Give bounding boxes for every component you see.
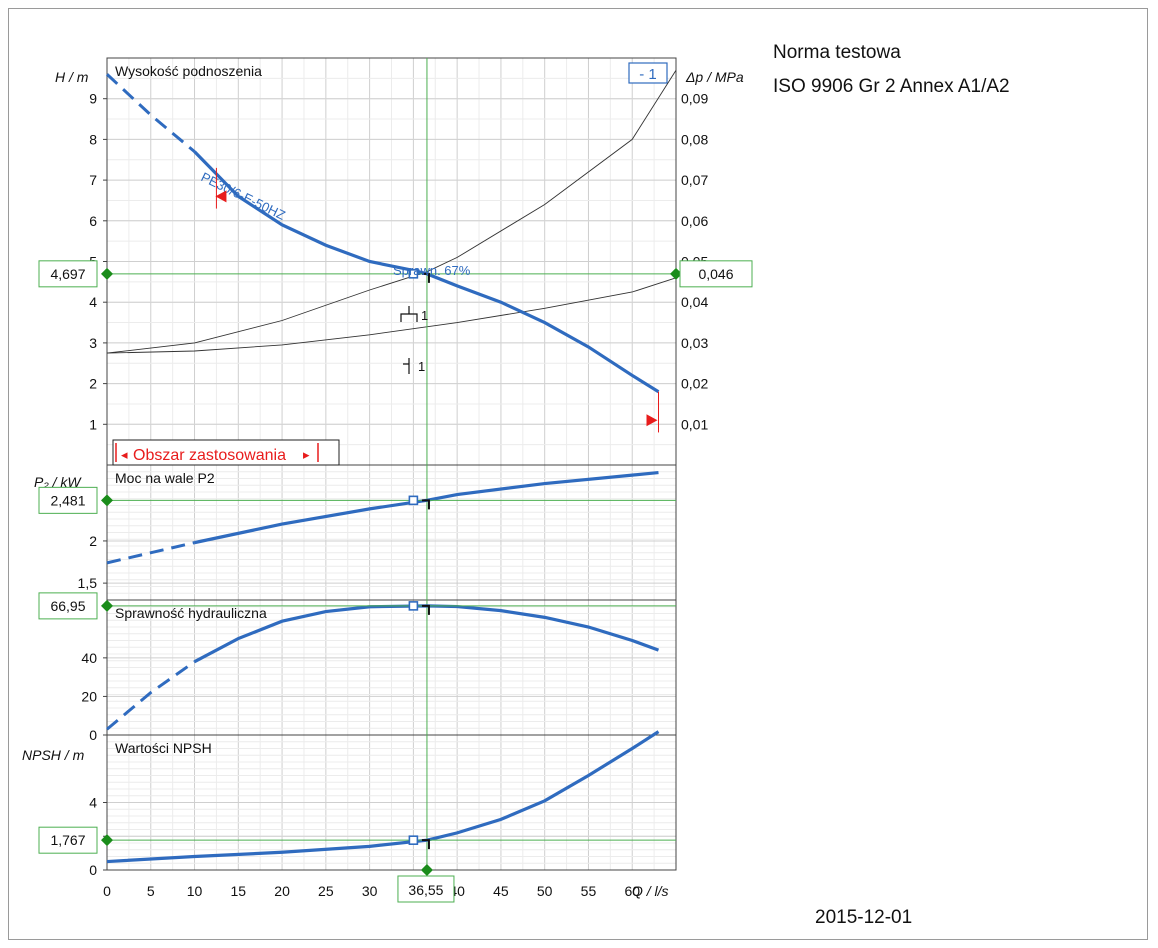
operating-value-right-label: 0,046 — [698, 266, 733, 282]
y-tick-label: 0 — [89, 862, 97, 878]
value-box-right — [679, 260, 753, 288]
value-box — [38, 486, 98, 514]
curve-solid-segment — [194, 471, 659, 545]
duty-glyph — [403, 358, 410, 374]
x-tick-label: 55 — [581, 883, 597, 899]
operating-value-label: 4,697 — [50, 266, 85, 282]
norm-value: ISO 9906 Gr 2 Annex A1/A2 — [773, 76, 1010, 97]
operating-point-marker — [408, 269, 419, 279]
tolerance-tick — [421, 272, 430, 283]
y-tick-label: 0 — [89, 727, 97, 743]
y2-tick-label: 0,06 — [681, 213, 708, 229]
y2-tick-label: 0,04 — [681, 294, 708, 310]
x-tick-label: 45 — [493, 883, 509, 899]
y-tick-label: 9 — [89, 91, 97, 107]
axis-diamond-marker — [101, 494, 113, 507]
curve-number-badge — [628, 62, 668, 84]
y-tick-label: 4 — [89, 294, 97, 310]
y-tick-label: 7 — [89, 172, 97, 188]
y-axis-label: H / m — [55, 69, 89, 85]
y-tick-label: 4 — [89, 795, 97, 811]
curve-dashed-segment — [105, 73, 196, 153]
y2-tick-label: 0,03 — [681, 335, 708, 351]
page-frame — [8, 8, 1148, 940]
y2-tick-label: 0,07 — [681, 172, 708, 188]
value-box-x — [397, 875, 455, 903]
tolerance-tick — [421, 499, 430, 510]
duty-label: 1 — [418, 359, 425, 374]
tolerance-tick — [421, 604, 430, 615]
y-tick-label: 1,5 — [78, 575, 98, 591]
efficiency-label: Sprawn. 67% — [393, 263, 471, 278]
print-date: 2015-12-01 — [815, 907, 913, 928]
x-tick-label: 50 — [537, 883, 553, 899]
x-tick-label: 30 — [362, 883, 378, 899]
axis-diamond-marker — [670, 267, 682, 280]
y2-axis-label: Δp / MPa — [685, 69, 744, 85]
x-tick-label: 0 — [103, 883, 111, 899]
panel-title: Wysokość podnoszenia — [115, 63, 262, 79]
tolerance-tick — [421, 839, 430, 850]
curve-label: PE30/6-E-50HZ — [199, 169, 288, 223]
x-tick-label: 20 — [274, 883, 290, 899]
range-start-arrow — [215, 190, 227, 203]
range-left-arrow: ◂ — [121, 447, 128, 462]
system-curve — [106, 277, 677, 354]
operating-point-marker — [408, 835, 419, 845]
curve-dashed-segment — [106, 660, 196, 731]
panel-title: Moc na wale P2 — [115, 470, 215, 486]
y-tick-label: 20 — [81, 688, 97, 704]
x-axis-label: Q / l/s — [632, 883, 669, 899]
x-tick-label: 25 — [318, 883, 334, 899]
operating-value-label: 1,767 — [50, 832, 85, 848]
range-end-arrow — [646, 414, 658, 427]
y-tick-label: 6 — [89, 213, 97, 229]
axis-diamond-marker — [101, 599, 113, 612]
norm-title: Norma testowa — [773, 42, 901, 63]
y2-tick-label: 0,08 — [681, 131, 708, 147]
range-label: Obszar zastosowania — [133, 447, 286, 464]
range-box — [112, 439, 340, 466]
axis-diamond-marker — [101, 267, 113, 280]
operating-value-label: 66,95 — [50, 598, 85, 614]
value-box — [38, 260, 98, 288]
range-right-arrow: ▸ — [303, 447, 310, 462]
x-tick-label: 60 — [624, 883, 640, 899]
duty-label: 1 — [421, 308, 428, 323]
y-tick-label: 40 — [81, 650, 97, 666]
curve-dashed-segment — [106, 541, 195, 565]
panel-title: Wartości NPSH — [115, 740, 212, 756]
y-tick-label: 2 — [89, 533, 97, 549]
x-tick-label: 10 — [187, 883, 203, 899]
operating-value-label: 2,481 — [50, 492, 85, 508]
operating-x-value-label: 36,55 — [408, 882, 443, 898]
y-tick-label: 1 — [89, 416, 97, 432]
x-tick-label: 15 — [231, 883, 247, 899]
x-tick-label: 5 — [147, 883, 155, 899]
panel-title: Sprawność hydrauliczna — [115, 605, 267, 621]
value-box — [38, 826, 98, 854]
y-tick-label: 2 — [89, 376, 97, 392]
operating-point-marker — [408, 495, 419, 506]
y2-tick-label: 0,09 — [681, 91, 708, 107]
axis-diamond-marker — [420, 864, 433, 876]
y2-tick-label: 0,02 — [681, 376, 708, 392]
y-tick-label: 8 — [89, 131, 97, 147]
axis-diamond-marker — [101, 834, 113, 847]
y-axis-label: NPSH / m — [22, 747, 85, 763]
curve-number: - 1 — [639, 66, 657, 83]
y-axis-label: P₂ / kW — [34, 474, 82, 490]
value-box — [38, 592, 98, 620]
curve-solid-segment — [106, 730, 660, 864]
duty-glyph — [400, 306, 418, 322]
y-tick-label: 3 — [89, 335, 97, 351]
y2-tick-label: 0,01 — [681, 416, 708, 432]
operating-point-marker — [408, 601, 419, 611]
